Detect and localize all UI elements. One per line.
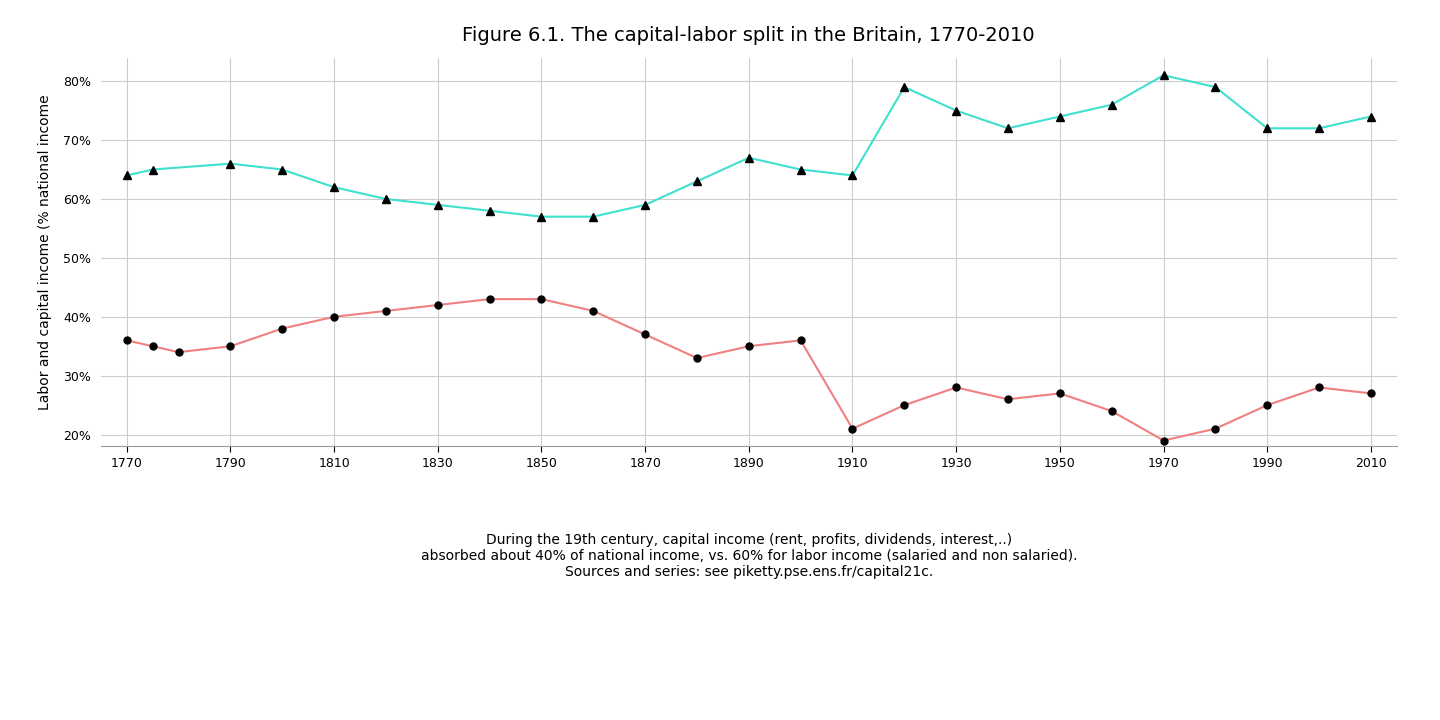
Text: During the 19th century, capital income (rent, profits, dividends, interest,..)
: During the 19th century, capital income … — [420, 533, 1077, 579]
Y-axis label: Labor and capital income (% national income: Labor and capital income (% national inc… — [37, 94, 52, 410]
Title: Figure 6.1. The capital-labor split in the Britain, 1770-2010: Figure 6.1. The capital-labor split in t… — [462, 26, 1035, 45]
